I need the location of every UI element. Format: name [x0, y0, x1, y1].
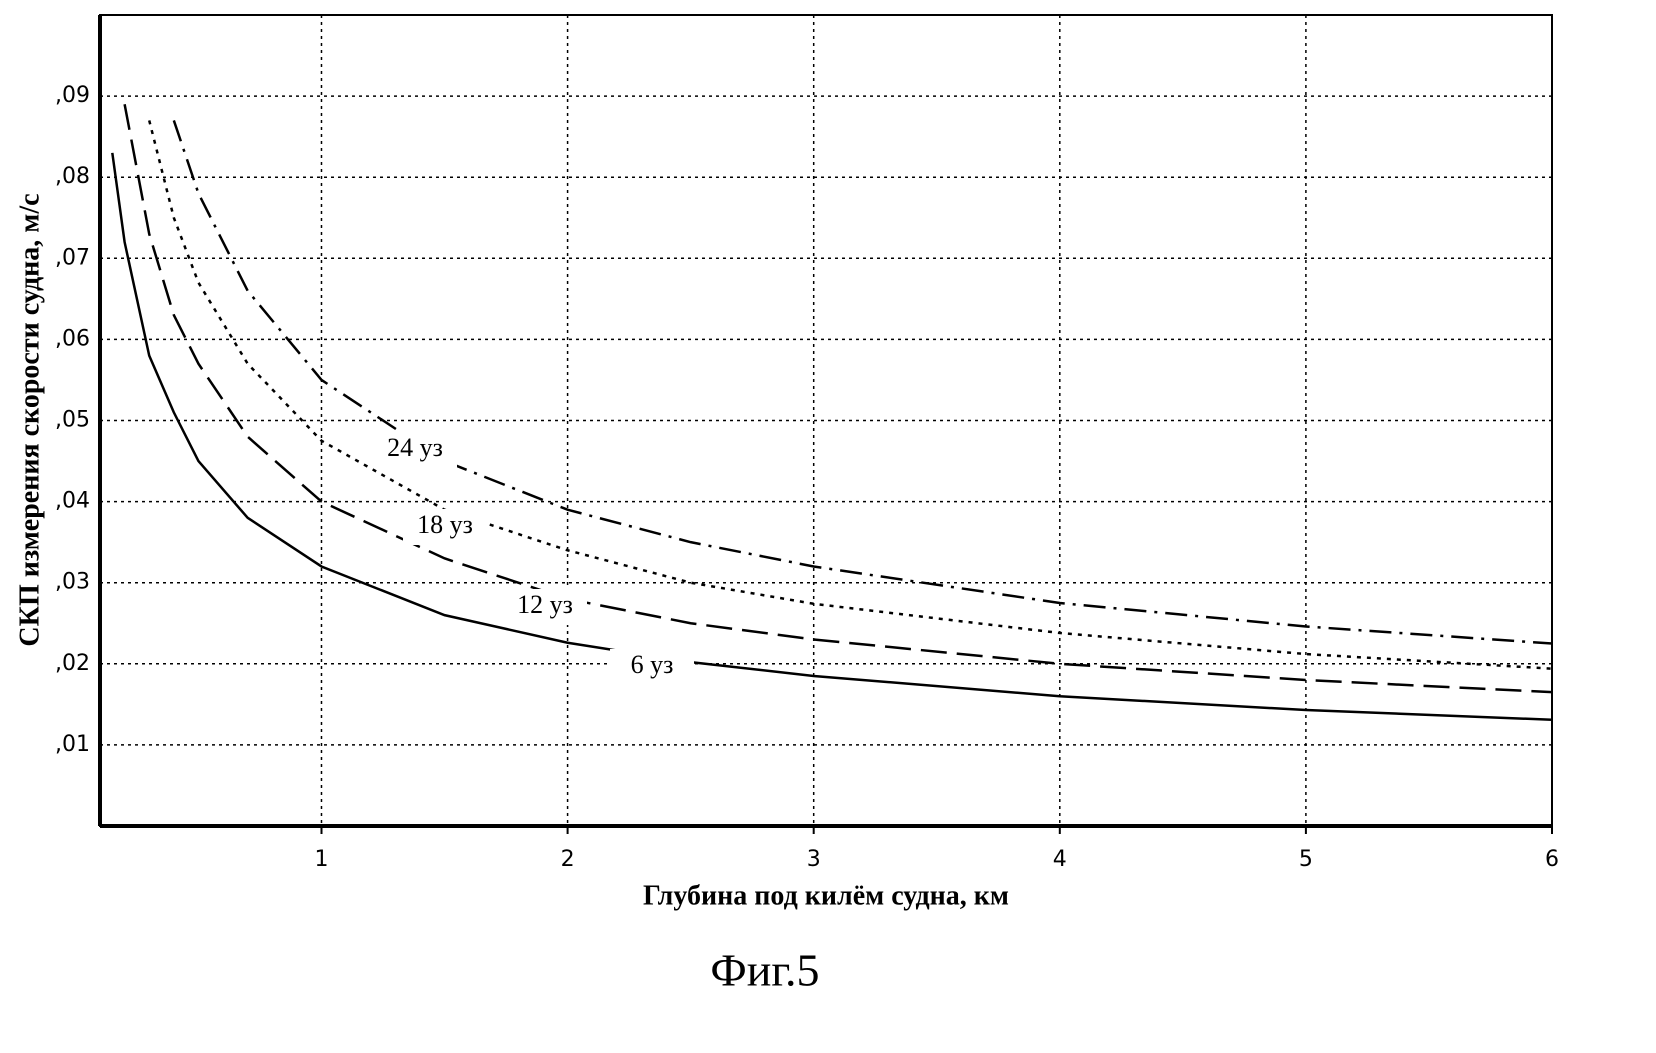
series-line [172, 120, 1552, 645]
x-tick-label: 3 [807, 847, 821, 872]
y-tick-label: ,08 [55, 164, 90, 189]
y-tick-label: ,09 [55, 83, 90, 108]
y-tick-label: ,04 [55, 489, 90, 514]
label-background [403, 509, 487, 545]
label-background [373, 432, 457, 468]
y-axis-label: СКП измерения скорости судна, м/с [14, 193, 45, 646]
x-tick-label: 5 [1299, 847, 1313, 872]
x-axis-label: Глубина под килём судна, км [643, 880, 1009, 911]
series-label: 12 уз [517, 590, 573, 619]
y-tick-label: ,01 [55, 732, 90, 757]
y-tick-label: ,06 [55, 326, 90, 351]
y-tick-label: ,03 [55, 570, 90, 595]
x-tick-label: 2 [561, 847, 575, 872]
series-line [111, 152, 1552, 722]
series-line [123, 103, 1552, 694]
y-tick-label: ,02 [55, 651, 90, 676]
series-label: 24 уз [387, 433, 443, 462]
series-label: 6 уз [631, 650, 674, 679]
x-tick-label: 1 [314, 847, 328, 872]
caption: Фиг.5 [710, 945, 819, 996]
label-background [610, 649, 694, 685]
x-tick-label: 4 [1053, 847, 1067, 872]
x-tick-label: 6 [1545, 847, 1559, 872]
series-line [148, 120, 1552, 670]
series-label: 18 уз [417, 510, 473, 539]
y-tick-label: ,07 [55, 245, 90, 270]
y-tick-label: ,05 [55, 408, 90, 433]
label-background [503, 589, 587, 625]
